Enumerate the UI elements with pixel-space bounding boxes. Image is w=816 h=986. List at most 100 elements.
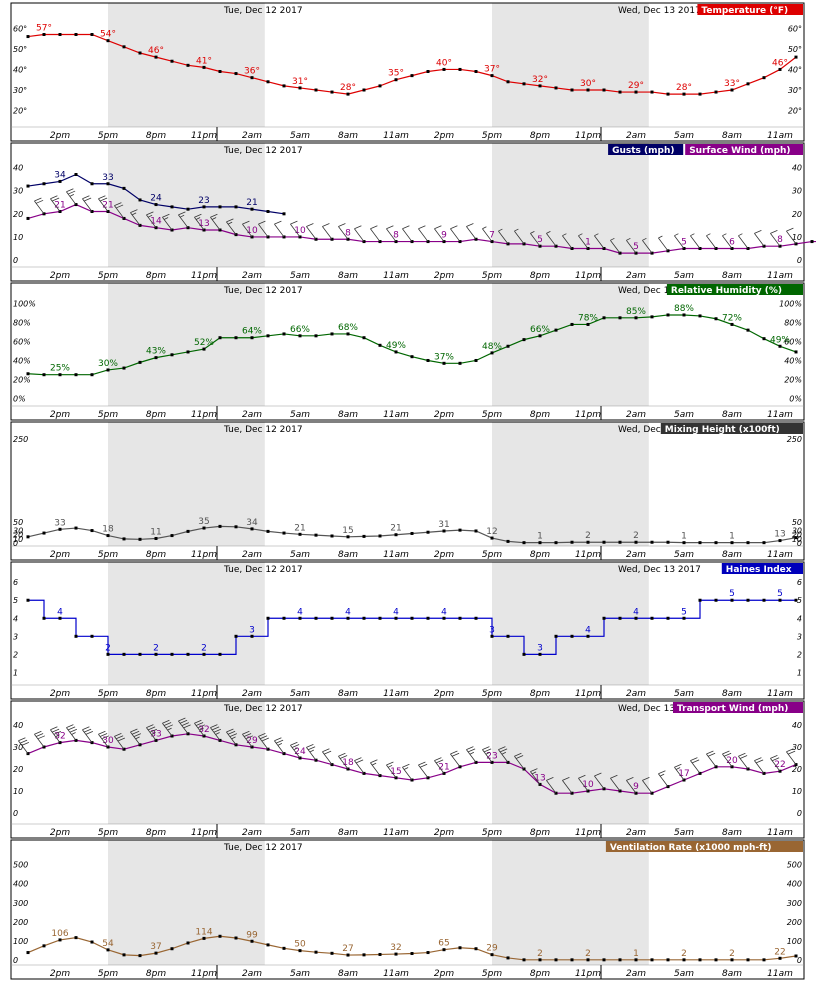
data-point bbox=[266, 210, 270, 213]
panel-frame bbox=[10, 700, 805, 839]
y-tick-right: 300 bbox=[787, 899, 802, 908]
barb-feather bbox=[242, 730, 250, 735]
x-tick-label: 8am bbox=[338, 131, 358, 141]
transport-wind-barb bbox=[610, 774, 621, 792]
barb-feather bbox=[434, 225, 442, 230]
x-tick-label: 11am bbox=[383, 969, 409, 979]
surface-wind-barb bbox=[402, 225, 413, 242]
barb-staff bbox=[322, 226, 333, 240]
y-tick-left: 0 bbox=[13, 256, 18, 265]
data-point bbox=[314, 533, 318, 537]
data-label: 8 bbox=[393, 231, 399, 241]
data-label: 106 bbox=[51, 929, 68, 939]
data-point bbox=[650, 315, 654, 319]
x-tick-label: 8am bbox=[338, 550, 358, 560]
x-tick-label: 11am bbox=[383, 689, 409, 699]
y-tick-right: 6 bbox=[797, 578, 802, 587]
barb-feather bbox=[306, 223, 314, 227]
data-label: 66% bbox=[530, 325, 550, 335]
panel-title-box bbox=[666, 284, 803, 295]
data-label: 10 bbox=[582, 780, 594, 790]
transport-wind-barb bbox=[178, 717, 191, 735]
data-label: 46° bbox=[772, 58, 788, 68]
data-point bbox=[282, 946, 286, 950]
x-tick-label: 11pm bbox=[191, 410, 217, 420]
barb-feather bbox=[707, 752, 716, 757]
barb-half-feather bbox=[371, 762, 377, 766]
barb-feather bbox=[115, 735, 124, 740]
data-label: 24 bbox=[294, 747, 306, 757]
barb-feather bbox=[37, 735, 46, 740]
x-tick-label: 2pm bbox=[50, 131, 70, 141]
barb-staff bbox=[98, 733, 109, 748]
data-point bbox=[74, 33, 78, 36]
barb-feather bbox=[183, 724, 191, 729]
data-label: 21 bbox=[438, 762, 449, 772]
barb-feather bbox=[82, 726, 90, 731]
data-point bbox=[122, 366, 126, 370]
barb-staff bbox=[178, 214, 189, 228]
data-point bbox=[410, 616, 414, 620]
y-tick-right: 40% bbox=[784, 356, 802, 365]
barb-half-feather bbox=[659, 773, 665, 777]
y-tick-left: 0 bbox=[13, 809, 18, 818]
data-point bbox=[698, 541, 702, 545]
barb-staff bbox=[162, 216, 173, 231]
data-point bbox=[442, 67, 446, 71]
data-point bbox=[330, 951, 334, 955]
barb-half-feather bbox=[501, 751, 507, 755]
data-label: 2 bbox=[729, 949, 735, 959]
barb-feather bbox=[706, 750, 714, 755]
transport-wind-barb bbox=[418, 761, 429, 779]
barb-feather bbox=[355, 759, 364, 764]
surface-wind-barb bbox=[706, 233, 717, 249]
barb-feather bbox=[69, 728, 78, 733]
data-point bbox=[458, 616, 462, 620]
data-point bbox=[714, 90, 718, 94]
barb-staff bbox=[482, 228, 493, 242]
data-label: 30 bbox=[102, 736, 114, 746]
surface-wind-barb bbox=[626, 237, 637, 254]
barb-feather bbox=[51, 728, 60, 733]
barb-feather bbox=[274, 737, 282, 742]
surface-wind-barb bbox=[450, 225, 461, 242]
transport-wind-barb bbox=[690, 757, 701, 774]
data-point bbox=[378, 616, 382, 620]
y-tick-right: 3 bbox=[797, 632, 802, 641]
barb-staff bbox=[66, 727, 77, 741]
data-label: 54° bbox=[100, 30, 116, 40]
barb-feather bbox=[322, 748, 330, 753]
barb-half-feather bbox=[738, 233, 743, 237]
data-point bbox=[314, 334, 318, 338]
y-tick-left: 40 bbox=[13, 164, 23, 173]
barb-feather bbox=[723, 752, 732, 757]
barb-feather bbox=[194, 213, 202, 218]
y-tick-right: 10 bbox=[792, 535, 802, 544]
data-point bbox=[90, 373, 94, 377]
barb-feather bbox=[323, 750, 332, 755]
x-tick-label: 8pm bbox=[530, 410, 550, 420]
surface-wind-barb bbox=[274, 220, 285, 238]
date-right-label: Wed, Dec 13 2017 bbox=[618, 565, 701, 575]
x-tick-label: 8am bbox=[722, 131, 742, 141]
transport-wind-barb bbox=[578, 774, 589, 792]
data-point bbox=[538, 652, 542, 656]
data-point bbox=[234, 936, 238, 940]
data-point bbox=[170, 534, 174, 538]
y-tick-left: 80% bbox=[13, 319, 31, 328]
data-point bbox=[58, 33, 62, 36]
transport-wind-barb bbox=[658, 770, 669, 787]
barb-feather bbox=[85, 731, 94, 735]
x-tick-label: 5pm bbox=[98, 828, 118, 838]
data-point bbox=[234, 634, 238, 638]
night-shade bbox=[108, 562, 265, 685]
data-label: 13 bbox=[198, 219, 209, 229]
surface-wind-barb bbox=[242, 220, 253, 238]
barb-feather bbox=[194, 719, 202, 724]
barb-feather bbox=[195, 722, 204, 726]
panel-title: Transport Wind (mph) bbox=[677, 704, 788, 714]
data-point bbox=[250, 207, 254, 211]
transport-wind-barb bbox=[546, 777, 557, 794]
transport-wind-barb bbox=[498, 746, 509, 763]
